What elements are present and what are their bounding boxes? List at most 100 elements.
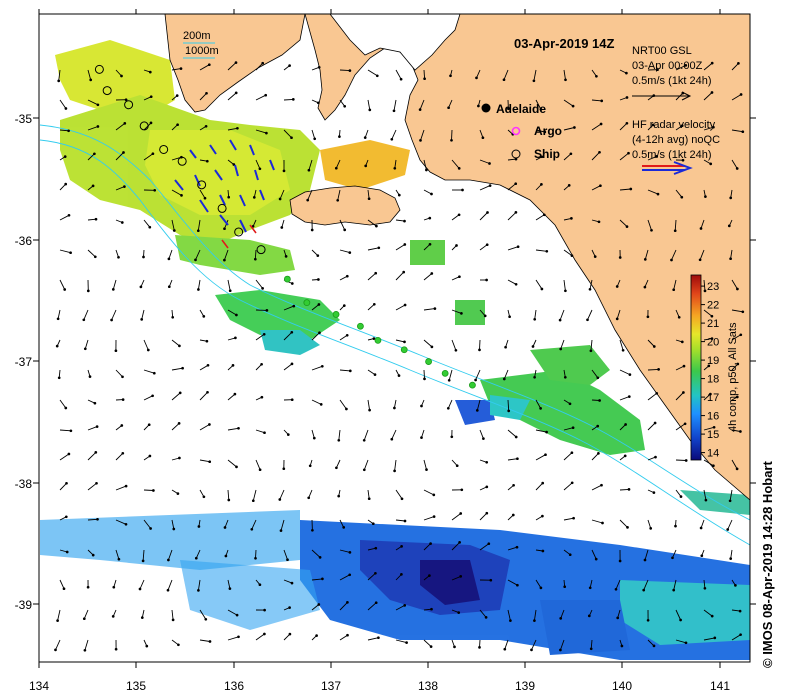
wind-arrow-head: [83, 648, 87, 652]
wind-arrow-head: [618, 559, 622, 563]
radar-legend-avg: (4-12h avg) noQC: [632, 134, 720, 146]
wind-arrow-head: [290, 330, 294, 334]
wind-arrow-head: [63, 288, 67, 291]
wind-arrow-head: [541, 549, 545, 553]
wind-arrow-head: [403, 519, 407, 523]
wind-arrow-head: [151, 152, 155, 156]
wind-arrow-head: [290, 362, 294, 366]
wind-arrow-head: [593, 255, 597, 258]
wind-arrow-head: [735, 467, 739, 471]
wind-arrow: [675, 423, 686, 431]
wind-arrow: [647, 422, 656, 431]
wind-arrow-head: [735, 167, 739, 170]
wind-arrow-head: [682, 364, 686, 368]
colorbar-tick-label: 22: [707, 300, 719, 312]
wind-arrow-head: [93, 152, 96, 156]
wind-arrow: [731, 459, 738, 470]
wind-arrow-head: [655, 391, 659, 395]
wind-arrow: [675, 365, 685, 371]
wind-arrow: [227, 127, 238, 131]
wind-arrow: [534, 309, 537, 320]
wind-arrow-head: [96, 103, 100, 107]
wind-arrow-head: [368, 408, 371, 412]
wind-arrow: [535, 399, 541, 409]
wind-arrow-head: [265, 309, 269, 312]
ship-position: [159, 144, 169, 154]
wind-arrow-head: [589, 647, 593, 651]
wind-arrow-head: [124, 522, 128, 526]
y-tick-labels: -35 -36 -37 -38 -39: [15, 112, 33, 612]
wind-arrow: [451, 309, 462, 314]
wind-arrow: [311, 578, 323, 581]
wind-arrow-head: [317, 303, 321, 306]
wind-arrow: [507, 609, 511, 621]
wind-arrow: [227, 279, 231, 291]
wind-arrow-head: [82, 318, 86, 322]
wind-arrow-head: [514, 435, 518, 439]
wind-arrow: [87, 69, 92, 81]
wind-arrow-head: [258, 167, 262, 171]
wind-arrow-head: [712, 425, 716, 429]
wind-arrow-head: [587, 614, 591, 618]
wind-arrow-head: [475, 76, 478, 80]
wind-arrow: [423, 543, 431, 551]
ship-position: [256, 245, 266, 255]
wind-arrow: [531, 639, 537, 651]
wind-arrow-head: [179, 67, 183, 70]
wind-arrow: [619, 152, 629, 161]
wind-arrow-head: [65, 550, 69, 554]
wind-arrow-head: [278, 498, 282, 501]
wind-arrow: [111, 309, 117, 321]
wind-arrow: [112, 279, 117, 290]
wind-arrow: [675, 189, 683, 198]
wind-arrow: [255, 94, 266, 101]
wind-arrow-head: [202, 495, 206, 499]
wind-arrow-head: [674, 524, 677, 528]
wind-arrow-head: [124, 484, 128, 488]
wind-arrow-head: [654, 455, 657, 459]
wind-arrow-head: [57, 79, 61, 83]
wind-arrow: [255, 459, 261, 470]
wind-arrow-head: [568, 402, 572, 406]
wind-arrow-head: [364, 164, 368, 168]
sst-layer: [40, 40, 750, 660]
wind-arrow: [451, 214, 460, 221]
wind-arrow-head: [459, 575, 463, 578]
wind-arrow-head: [260, 395, 264, 399]
wind-arrow-head: [623, 454, 627, 458]
wind-arrow: [363, 429, 369, 441]
wind-arrow-head: [533, 619, 536, 622]
wind-arrow: [591, 369, 599, 379]
wind-arrow-head: [96, 517, 99, 521]
x-tick: 141: [710, 679, 730, 693]
wind-arrow-head: [112, 585, 116, 589]
wind-arrow-head: [512, 483, 515, 487]
wind-arrow-head: [290, 136, 293, 140]
wind-arrow: [647, 339, 655, 347]
wind-arrow-head: [342, 526, 346, 529]
wind-arrow: [255, 279, 263, 289]
wind-arrow: [87, 482, 97, 491]
wind-arrow: [58, 69, 61, 81]
x-tick: 140: [612, 679, 632, 693]
wind-arrow-head: [700, 554, 704, 558]
wind-arrow: [168, 249, 173, 260]
wind-arrow: [199, 391, 208, 401]
wind-arrow: [167, 579, 173, 591]
wind-arrow-head: [234, 61, 238, 64]
wind-arrow-head: [474, 378, 477, 382]
wind-arrow-head: [55, 344, 59, 348]
wind-arrow: [479, 429, 484, 439]
wind-arrow-head: [710, 614, 714, 618]
wind-arrow-head: [171, 315, 175, 319]
y-tick: -35: [15, 112, 33, 126]
wind-arrow-head: [334, 166, 338, 170]
wind-arrow-head: [260, 362, 263, 366]
wind-arrow: [703, 489, 707, 501]
wind-arrow-head: [261, 287, 264, 290]
wind-arrow-head: [627, 395, 631, 398]
wind-arrow-head: [124, 98, 128, 102]
wind-arrow-head: [487, 542, 491, 546]
wind-arrow: [227, 427, 239, 431]
wind-arrow-head: [400, 573, 403, 576]
